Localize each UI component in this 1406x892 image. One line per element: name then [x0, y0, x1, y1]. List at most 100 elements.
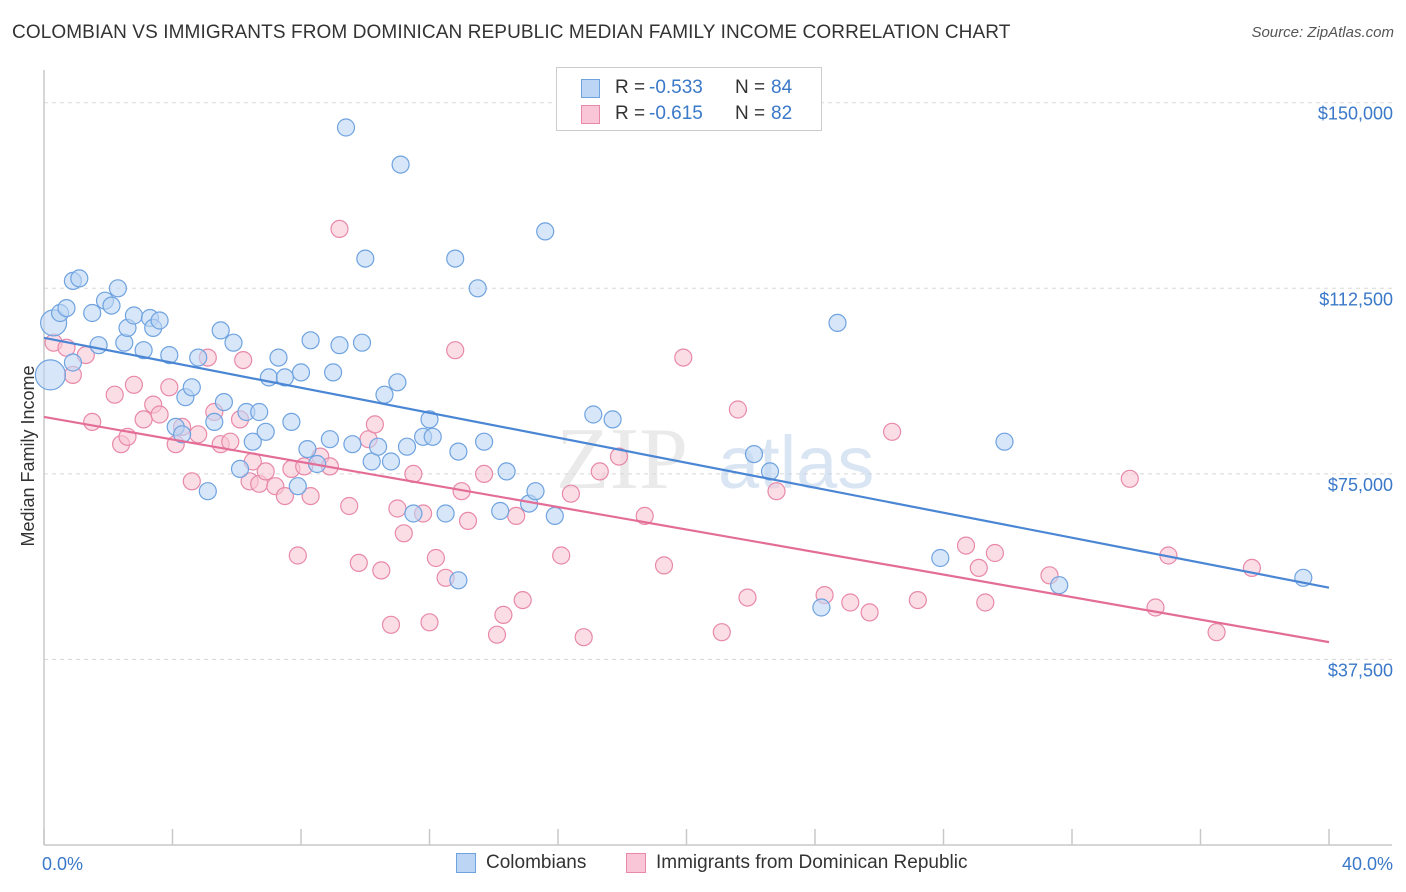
y-tick-label: $112,500 — [1319, 289, 1393, 309]
legend-n-label: N = — [735, 77, 766, 98]
colombian-point — [282, 412, 301, 431]
colombian-point — [369, 437, 388, 456]
dominican-point — [150, 405, 169, 424]
colombian-point — [336, 118, 356, 137]
dominican-point — [124, 375, 143, 394]
colombian-point — [584, 405, 603, 424]
colombian-point — [526, 482, 545, 501]
dominican-point — [394, 524, 413, 543]
dominican-point — [767, 482, 786, 501]
dominican-point — [674, 348, 693, 367]
colombian-point — [173, 425, 192, 444]
colombian-point — [320, 430, 339, 449]
colombian-point — [211, 321, 230, 340]
dominican-point — [301, 487, 320, 506]
colombian-point — [214, 393, 233, 412]
dominican-point — [372, 561, 391, 580]
dominican-point — [728, 400, 748, 419]
colombian-point — [397, 437, 417, 456]
colombian-point — [324, 363, 343, 382]
colombian-point — [288, 477, 307, 496]
y-tick-label: $37,500 — [1328, 660, 1393, 680]
legend-r-label: R = — [615, 103, 646, 124]
colombian-point — [404, 504, 423, 523]
colombian-point — [388, 373, 407, 392]
legend-n-value-dominican: 82 — [771, 103, 793, 124]
colombian-point — [34, 359, 67, 391]
trend-lines — [43, 336, 1330, 644]
colombian-point — [89, 336, 108, 355]
dominican-point — [288, 546, 307, 565]
colombian-point — [931, 548, 950, 568]
colombian-point — [449, 442, 468, 461]
bottom-legend-swatch-dominican — [626, 853, 646, 873]
dominican-point — [475, 464, 494, 483]
dominican-point — [552, 546, 571, 565]
colombian-point — [491, 501, 510, 521]
dominican-point — [330, 219, 349, 238]
dominican-point — [134, 410, 153, 429]
dominican-point — [738, 588, 757, 607]
dominican-point — [841, 593, 860, 612]
colombian-point — [230, 459, 250, 478]
dominican-point — [1120, 469, 1139, 488]
colombian-point — [603, 410, 622, 429]
colombian-point — [352, 333, 372, 352]
legend-r-label: R = — [615, 77, 646, 98]
colombian-point — [189, 348, 208, 367]
trend-line-dominican — [43, 415, 1330, 644]
legend-n-value-colombians: 84 — [771, 77, 793, 98]
colombian-point — [150, 311, 169, 330]
dominican-point — [105, 385, 124, 404]
dominican-point — [256, 462, 275, 481]
colombian-point — [298, 440, 317, 459]
dominican-point — [985, 543, 1005, 563]
colombian-point — [134, 341, 153, 360]
colombian-point — [468, 279, 487, 298]
colombian-point — [420, 410, 439, 429]
colombian-point — [475, 432, 494, 451]
dominican-point — [712, 623, 731, 642]
colombian-point — [744, 445, 764, 464]
dominican-point — [234, 351, 253, 370]
y-tick-label: $75,000 — [1328, 475, 1393, 495]
colombian-point — [391, 155, 410, 174]
colombian-point — [1050, 576, 1069, 595]
colombian-point — [160, 346, 179, 365]
x-tick-label-min: 0.0% — [42, 854, 83, 874]
colombian-point — [63, 353, 83, 372]
dominican-point — [420, 613, 439, 632]
colombian-point — [256, 422, 275, 441]
dominican-point — [1207, 623, 1226, 642]
dominican-point — [956, 536, 976, 555]
dominican-point — [635, 506, 654, 526]
dominican-point — [654, 556, 674, 575]
dominican-point — [381, 615, 401, 634]
dominican-point — [340, 496, 359, 516]
trend-line-colombians — [43, 336, 1330, 589]
colombian-point — [182, 378, 201, 397]
colombian-point — [301, 331, 320, 350]
dominican-point — [446, 341, 465, 360]
colombian-point — [449, 571, 468, 590]
gridlines — [44, 102, 1392, 660]
x-tick-label-max: 40.0% — [1342, 854, 1393, 874]
dominican-point — [160, 378, 179, 397]
colombian-point — [198, 482, 217, 501]
colombian-point — [356, 249, 375, 268]
dominican-point — [860, 603, 879, 622]
series-dominican-points — [44, 219, 1262, 647]
colombian-point — [423, 427, 442, 446]
watermark: ZIP atlas — [556, 411, 874, 508]
dominican-point — [574, 628, 593, 647]
colombian-point — [243, 432, 262, 451]
dominican-point — [388, 499, 407, 518]
chart-title: COLOMBIAN VS IMMIGRANTS FROM DOMINICAN R… — [12, 22, 1011, 43]
series-colombians-points — [34, 118, 1313, 617]
legend-n-label: N = — [735, 103, 766, 124]
colombian-point — [812, 598, 831, 617]
dominican-point — [365, 415, 384, 434]
dominican-point — [487, 625, 507, 644]
colombian-point — [57, 299, 76, 318]
